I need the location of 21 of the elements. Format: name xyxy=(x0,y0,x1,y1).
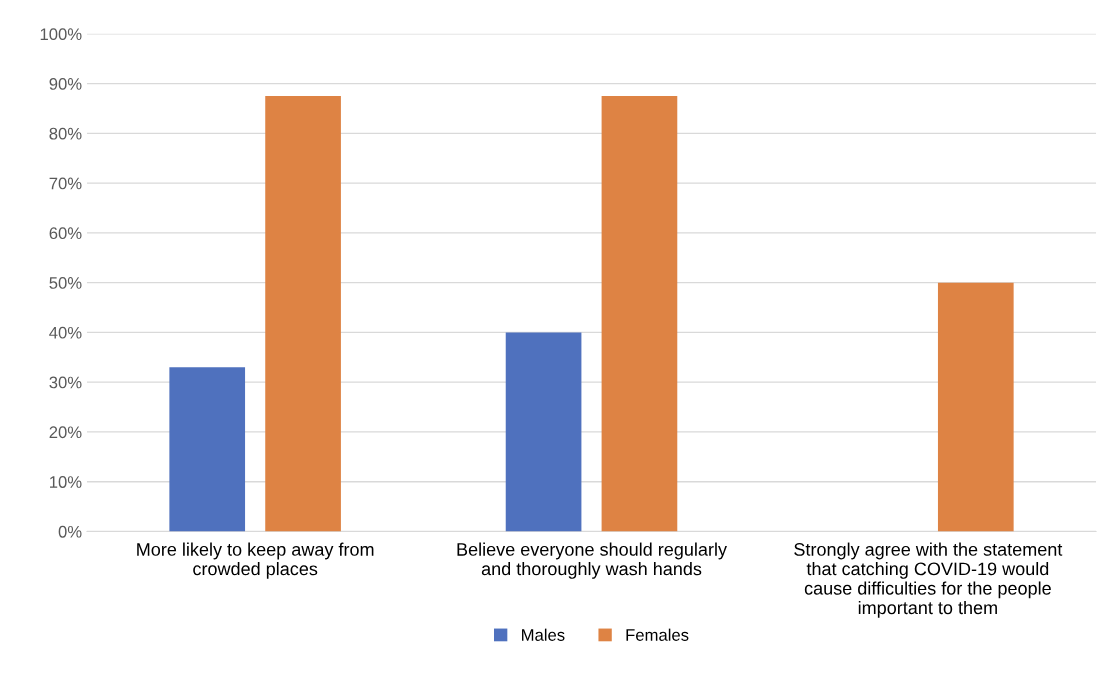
y-tick-label: 50% xyxy=(49,277,82,289)
bar xyxy=(937,282,1014,532)
y-tick-label: 100% xyxy=(40,28,82,41)
y-tick-label: 0% xyxy=(58,525,82,538)
bar xyxy=(169,367,246,532)
y-tick-label: 30% xyxy=(49,376,82,389)
y-tick-label: 90% xyxy=(49,78,82,90)
y-tick-label: 80% xyxy=(49,127,82,140)
y-tick-label: 70% xyxy=(49,177,82,190)
y-tick-label: 10% xyxy=(50,476,82,488)
y-tick-label: 20% xyxy=(49,426,82,439)
bar xyxy=(601,96,678,532)
y-tick-label: 60% xyxy=(49,227,82,240)
x-tick-label: More likely to keep away from crowded places xyxy=(137,542,374,579)
y-tick-label: 40% xyxy=(49,326,82,339)
x-tick-label: Strongly agree with the statement that catching COVID-19 would cause difficulties for the people important to them xyxy=(794,542,1063,618)
x-tick-label: Believe everyone should regularly and thoroughly wash hands xyxy=(457,542,727,579)
legend-label: Females xyxy=(626,628,689,641)
legend-label: Males xyxy=(522,628,565,641)
bar xyxy=(505,332,582,532)
bar xyxy=(265,96,341,532)
